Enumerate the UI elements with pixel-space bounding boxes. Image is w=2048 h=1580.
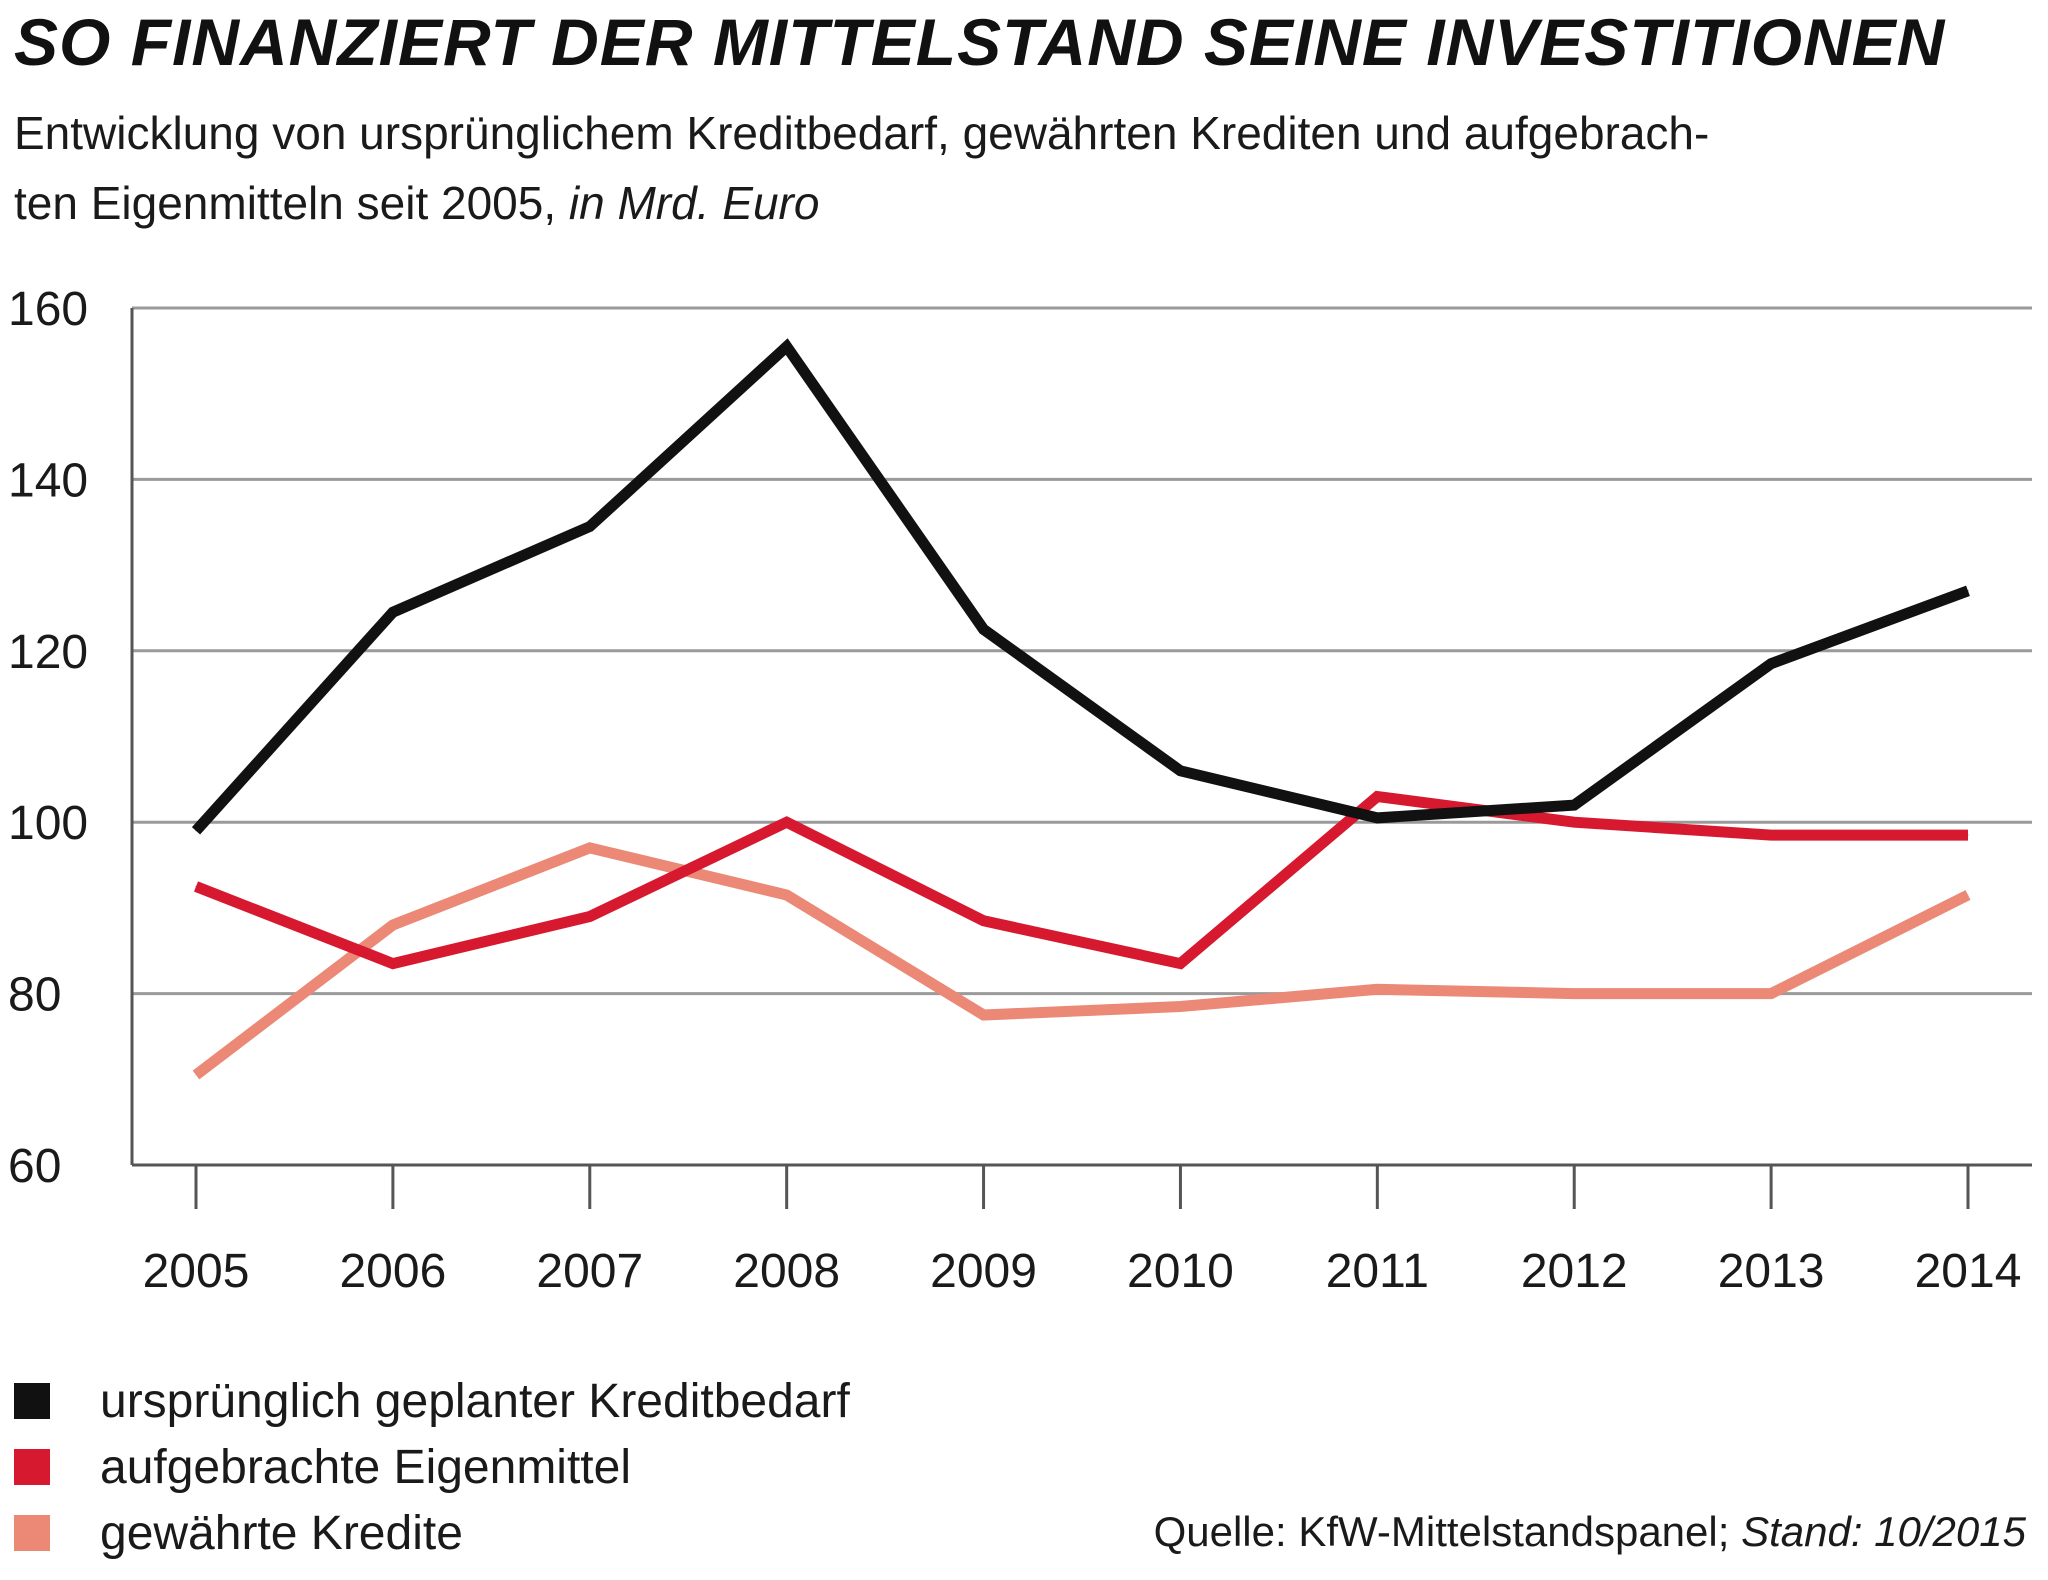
y-tick-label: 100 bbox=[8, 797, 88, 850]
data-point bbox=[392, 611, 394, 613]
subtitle-unit: in Mrd. Euro bbox=[568, 177, 820, 229]
data-point bbox=[1967, 590, 1969, 592]
x-tick-label: 2010 bbox=[1127, 1245, 1234, 1298]
data-point bbox=[1376, 988, 1378, 990]
legend-swatch bbox=[14, 1449, 50, 1485]
grid-lines bbox=[132, 306, 2032, 1167]
data-point bbox=[589, 915, 591, 917]
source-note: Quelle: KfW-Mittelstandspanel; Stand: 10… bbox=[1154, 1508, 2026, 1556]
data-point bbox=[1770, 834, 1772, 836]
y-tick-label: 160 bbox=[8, 283, 88, 336]
data-point bbox=[1967, 834, 1969, 836]
series-lines bbox=[191, 338, 1971, 1080]
series-line-2 bbox=[192, 842, 1971, 1080]
data-point bbox=[1967, 894, 1969, 896]
data-point bbox=[1573, 804, 1575, 806]
data-point bbox=[589, 526, 591, 528]
data-point bbox=[1179, 1005, 1181, 1007]
data-point bbox=[983, 628, 985, 630]
x-tick-label: 2008 bbox=[733, 1245, 840, 1298]
data-point bbox=[195, 830, 197, 832]
data-point bbox=[589, 847, 591, 849]
data-point bbox=[983, 1014, 985, 1016]
y-tick-label: 80 bbox=[8, 969, 61, 1022]
series-line-0 bbox=[191, 338, 1970, 835]
subtitle-line-2: ten Eigenmitteln seit 2005, bbox=[14, 177, 569, 229]
data-point bbox=[1376, 795, 1378, 797]
x-tick-label: 2009 bbox=[930, 1245, 1037, 1298]
x-tick-label: 2005 bbox=[143, 1245, 250, 1298]
x-tick-label: 2011 bbox=[1326, 1245, 1429, 1298]
data-point bbox=[786, 894, 788, 896]
x-tick-label: 2006 bbox=[339, 1245, 446, 1298]
x-tick-label: 2014 bbox=[1915, 1245, 2022, 1298]
legend-item: aufgebrachte Eigenmittel bbox=[14, 1434, 850, 1500]
y-tick-label: 140 bbox=[8, 454, 88, 507]
x-tick-label: 2012 bbox=[1521, 1245, 1628, 1298]
data-point bbox=[392, 963, 394, 965]
legend-swatch bbox=[14, 1383, 50, 1419]
data-point bbox=[1376, 817, 1378, 819]
data-point bbox=[1770, 993, 1772, 995]
x-axis: 2005 2006 2007 2008 2009 2010 2011 2012 2013 2014 bbox=[143, 1165, 2022, 1298]
chart-title: SO FINANZIERT DER MITTELSTAND SEINE INVE… bbox=[14, 5, 1946, 79]
source-prefix: Quelle: KfW-Mittelstandspanel; bbox=[1153, 1508, 1742, 1555]
legend: ursprünglich geplanter Kreditbedarf aufg… bbox=[14, 1368, 850, 1566]
source-stand: Stand: 10/2015 bbox=[1741, 1508, 2026, 1555]
data-point bbox=[1573, 821, 1575, 823]
data-point bbox=[1770, 663, 1772, 665]
legend-item: ursprünglich geplanter Kreditbedarf bbox=[14, 1368, 850, 1434]
line-chart: 60 80 100 120 140 160 2005 2006 2007 2008 2009 201… bbox=[8, 283, 2032, 1298]
data-point bbox=[1179, 963, 1181, 965]
data-point bbox=[195, 885, 197, 887]
y-tick-label: 120 bbox=[8, 626, 88, 679]
series-line-1 bbox=[193, 790, 1968, 970]
legend-label: ursprünglich geplanter Kreditbedarf bbox=[100, 1374, 850, 1428]
data-point bbox=[1179, 770, 1181, 772]
y-tick-label: 60 bbox=[8, 1140, 61, 1193]
legend-label: gewährte Kredite bbox=[100, 1506, 463, 1560]
legend-swatch bbox=[14, 1515, 50, 1551]
data-point bbox=[786, 346, 788, 348]
x-tick-label: 2013 bbox=[1718, 1245, 1825, 1298]
y-axis: 60 80 100 120 140 160 bbox=[8, 283, 88, 1193]
legend-item: gewährte Kredite bbox=[14, 1500, 850, 1566]
data-point bbox=[983, 920, 985, 922]
legend-label: aufgebrachte Eigenmittel bbox=[100, 1440, 631, 1494]
data-point bbox=[195, 1074, 197, 1076]
data-point bbox=[392, 924, 394, 926]
data-point bbox=[786, 821, 788, 823]
chart-subtitle: Entwicklung von ursprünglichem Kreditbed… bbox=[14, 98, 2024, 238]
data-point bbox=[1573, 993, 1575, 995]
x-tick-label: 2007 bbox=[536, 1245, 643, 1298]
subtitle-line-1: Entwicklung von ursprünglichem Kreditbed… bbox=[14, 107, 1710, 159]
